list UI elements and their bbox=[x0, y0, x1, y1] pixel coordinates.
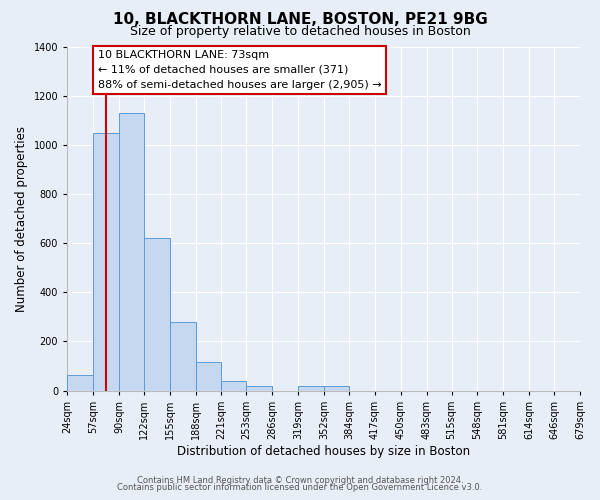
Bar bbox=[170, 322, 196, 390]
Text: Contains HM Land Registry data © Crown copyright and database right 2024.: Contains HM Land Registry data © Crown c… bbox=[137, 476, 463, 485]
X-axis label: Distribution of detached houses by size in Boston: Distribution of detached houses by size … bbox=[177, 444, 470, 458]
Text: 10 BLACKTHORN LANE: 73sqm
← 11% of detached houses are smaller (371)
88% of semi: 10 BLACKTHORN LANE: 73sqm ← 11% of detac… bbox=[98, 50, 382, 90]
Text: Size of property relative to detached houses in Boston: Size of property relative to detached ho… bbox=[130, 25, 470, 38]
Bar bbox=[119, 113, 144, 390]
Bar bbox=[324, 386, 349, 390]
Bar bbox=[196, 362, 221, 390]
Text: Contains public sector information licensed under the Open Government Licence v3: Contains public sector information licen… bbox=[118, 484, 482, 492]
Bar bbox=[298, 386, 324, 390]
Y-axis label: Number of detached properties: Number of detached properties bbox=[15, 126, 28, 312]
Bar bbox=[144, 238, 170, 390]
Bar bbox=[247, 386, 272, 390]
Bar bbox=[67, 374, 93, 390]
Text: 10, BLACKTHORN LANE, BOSTON, PE21 9BG: 10, BLACKTHORN LANE, BOSTON, PE21 9BG bbox=[113, 12, 487, 28]
Bar bbox=[93, 132, 119, 390]
Bar bbox=[221, 380, 247, 390]
